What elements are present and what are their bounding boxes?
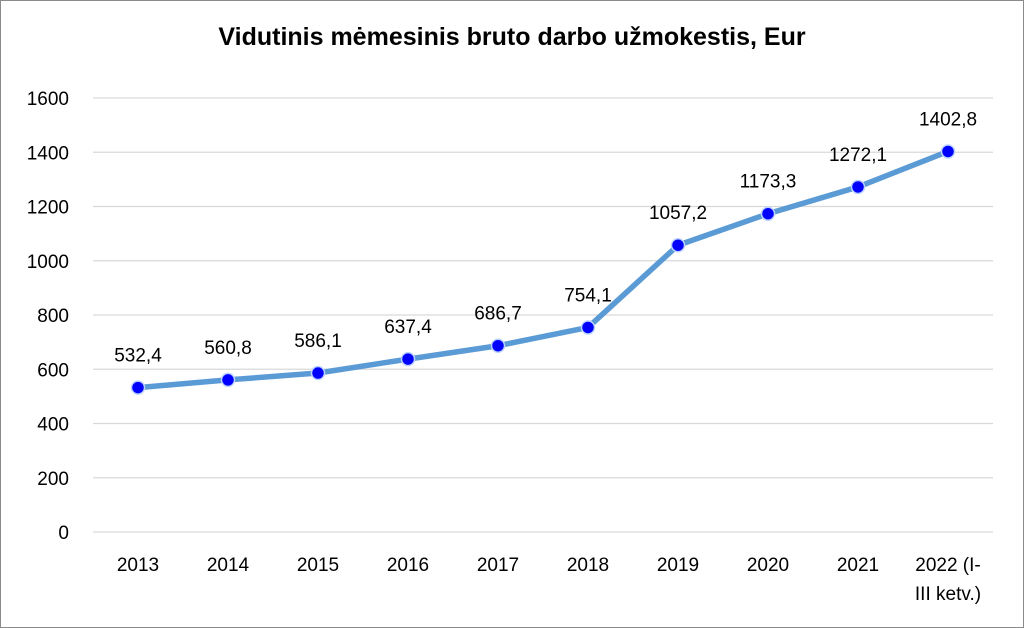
x-tick-label-2022-I-III-ketv-line-1: 2022 (I- [915, 555, 980, 576]
x-tick-label-2016: 2016 [387, 555, 429, 576]
data-point-2018 [580, 320, 596, 335]
x-tick-label-2015: 2015 [297, 555, 339, 576]
x-tick-label-2021: 2021 [837, 555, 879, 576]
data-label-2020: 1173,3 [740, 172, 797, 193]
y-tick-label-1600: 1600 [27, 89, 69, 110]
data-point-2021 [850, 179, 866, 195]
data-point-2017 [490, 338, 506, 353]
y-tick-label-200: 200 [37, 469, 69, 490]
y-tick-label-400: 400 [37, 415, 69, 436]
x-tick-label-2014: 2014 [207, 555, 250, 576]
x-tick-label-2020: 2020 [747, 555, 789, 576]
y-tick-label-1400: 1400 [27, 143, 69, 164]
data-point-2020 [760, 206, 776, 221]
y-tick-label-1000: 1000 [27, 252, 69, 273]
data-label-2013: 532,4 [114, 346, 162, 367]
x-tick-label-2022-I-III-ketv-line-2: III ketv.) [915, 584, 981, 605]
data-point-2014 [220, 372, 236, 388]
data-point-2013 [130, 380, 146, 395]
data-label-2022: 1402,8 [919, 109, 977, 130]
x-tick-label-2017: 2017 [477, 555, 519, 576]
y-tick-label-1200: 1200 [27, 198, 69, 219]
data-label-2018: 754,1 [564, 285, 612, 306]
data-label-2021: 1272,1 [829, 145, 887, 166]
data-label-2015: 586,1 [294, 331, 342, 352]
data-point-2016 [400, 351, 416, 367]
data-point-2015 [310, 365, 326, 381]
x-tick-label-2013: 2013 [117, 555, 159, 576]
data-label-2016: 637,4 [384, 317, 432, 338]
y-tick-label-0: 0 [58, 523, 69, 544]
data-point-2019 [670, 237, 686, 253]
data-label-2019: 1057,2 [649, 203, 707, 224]
data-label-2014: 560,8 [204, 338, 252, 359]
data-label-2017: 686,7 [474, 304, 522, 325]
y-tick-label-800: 800 [37, 306, 69, 327]
x-tick-label-2018: 2018 [567, 555, 609, 576]
x-tick-label-2019: 2019 [657, 555, 699, 576]
chart-title: Vidutinis mėmesinis bruto darbo užmokest… [218, 23, 806, 51]
data-point-2022 [940, 144, 956, 159]
y-tick-label-600: 600 [37, 360, 69, 381]
series-line [135, 148, 951, 391]
